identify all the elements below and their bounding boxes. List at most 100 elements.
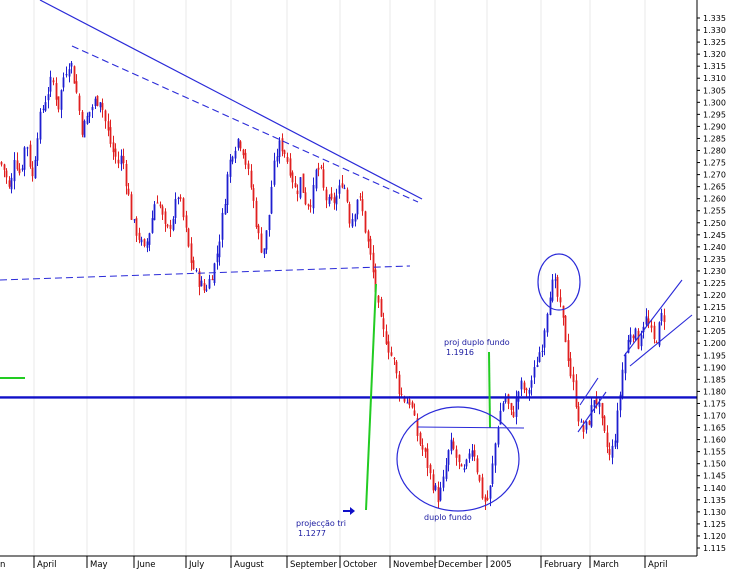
candle-body bbox=[312, 184, 315, 209]
candle-body bbox=[473, 450, 476, 457]
price-tick-label: 1.165 bbox=[703, 424, 726, 433]
candle-body bbox=[91, 107, 94, 111]
candle-body bbox=[588, 420, 591, 425]
candle-body bbox=[614, 440, 617, 447]
price-tick-label: 1.330 bbox=[703, 26, 726, 35]
price-tick-label: 1.140 bbox=[703, 484, 726, 493]
candle-body bbox=[515, 398, 518, 417]
candle-body bbox=[291, 172, 294, 183]
candle-body bbox=[34, 159, 37, 179]
candle-body bbox=[382, 318, 385, 330]
price-tick-label: 1.155 bbox=[703, 448, 726, 457]
price-tick-label: 1.305 bbox=[703, 86, 726, 95]
price-tick-label: 1.195 bbox=[703, 351, 726, 360]
candle-body bbox=[367, 231, 370, 242]
price-tick-label: 1.300 bbox=[703, 98, 726, 107]
candle-body bbox=[598, 402, 601, 407]
candle-body bbox=[530, 380, 533, 388]
candle-body bbox=[637, 330, 640, 349]
candle-body bbox=[432, 474, 435, 491]
candle-body bbox=[179, 197, 182, 199]
triangle-lower-dashed bbox=[0, 265, 411, 281]
candle-body bbox=[541, 350, 544, 352]
candle-body bbox=[164, 211, 167, 224]
candle-body bbox=[471, 450, 474, 457]
candle-body bbox=[333, 197, 336, 203]
candle-body bbox=[224, 204, 227, 215]
candle-body bbox=[543, 330, 546, 348]
month-tick-label: July bbox=[188, 560, 204, 570]
candle-body bbox=[252, 188, 255, 201]
candle-body bbox=[538, 352, 541, 362]
candle-body bbox=[75, 81, 78, 93]
candle-body bbox=[400, 393, 403, 395]
candle-body bbox=[484, 496, 487, 502]
candle-body bbox=[429, 464, 432, 474]
candle-body bbox=[512, 411, 515, 417]
flag-upper-line bbox=[577, 391, 607, 433]
candle-body bbox=[387, 341, 390, 353]
candle-body bbox=[229, 159, 232, 177]
candle-body bbox=[109, 127, 112, 144]
projeccao-tri-label: projecção tri bbox=[296, 519, 346, 528]
channel-lower-line bbox=[629, 314, 693, 367]
candle-body bbox=[198, 271, 201, 287]
candle-body bbox=[463, 468, 466, 470]
candle-body bbox=[247, 163, 250, 169]
candle-body bbox=[608, 449, 611, 455]
candle-body bbox=[335, 195, 338, 205]
candle-body bbox=[13, 159, 16, 182]
candle-body bbox=[520, 380, 523, 390]
month-tick-label: November bbox=[393, 560, 438, 570]
candle-body bbox=[369, 238, 372, 255]
candle-body bbox=[621, 369, 624, 398]
candle-body bbox=[476, 458, 479, 473]
candle-body bbox=[281, 138, 284, 152]
price-tick-label: 1.320 bbox=[703, 50, 726, 59]
candle-body bbox=[546, 313, 549, 333]
candle-body bbox=[343, 187, 346, 189]
projeccao-tri-value: 1.1277 bbox=[298, 529, 326, 538]
price-tick-label: 1.270 bbox=[703, 171, 726, 180]
candle-body bbox=[309, 205, 312, 207]
price-tick-label: 1.205 bbox=[703, 327, 726, 336]
price-tick-label: 1.240 bbox=[703, 243, 726, 252]
candle-body bbox=[276, 156, 279, 162]
candle-body bbox=[273, 160, 276, 185]
double-bottom-projection-line bbox=[488, 351, 491, 429]
price-tick-label: 1.335 bbox=[703, 14, 726, 23]
candle-body bbox=[16, 160, 19, 170]
time-axis: n April May June July August September October N… bbox=[0, 555, 697, 570]
candle-body bbox=[195, 270, 198, 272]
candle-body bbox=[460, 464, 463, 467]
candle-body bbox=[265, 230, 268, 250]
candle-body bbox=[78, 95, 81, 111]
candle-body bbox=[645, 316, 648, 325]
price-tick-label: 1.125 bbox=[703, 520, 726, 529]
candle-body bbox=[242, 149, 245, 156]
candle-body bbox=[44, 102, 47, 111]
candle-body bbox=[491, 463, 494, 484]
candle-body bbox=[307, 204, 310, 206]
duplo-fundo-label: duplo fundo bbox=[424, 513, 472, 522]
month-tick-label: February bbox=[544, 560, 582, 570]
candle-body bbox=[81, 111, 84, 135]
candle-body bbox=[507, 394, 510, 404]
month-tick-label: April bbox=[37, 560, 56, 570]
candle-body bbox=[385, 331, 388, 344]
price-tick-label: 1.235 bbox=[703, 255, 726, 264]
candle-body bbox=[101, 103, 104, 110]
candle-body bbox=[650, 325, 653, 328]
candle-body bbox=[120, 155, 123, 165]
price-tick-label: 1.185 bbox=[703, 375, 726, 384]
candle-body bbox=[653, 325, 656, 340]
candle-body bbox=[572, 374, 575, 383]
candle-body bbox=[257, 225, 260, 234]
candle-body bbox=[226, 174, 229, 205]
candle-body bbox=[57, 96, 60, 110]
price-tick-label: 1.325 bbox=[703, 38, 726, 47]
price-tick-label: 1.115 bbox=[703, 544, 726, 553]
candle-body bbox=[250, 170, 253, 188]
candle-body bbox=[640, 335, 643, 347]
candle-body bbox=[86, 115, 89, 124]
